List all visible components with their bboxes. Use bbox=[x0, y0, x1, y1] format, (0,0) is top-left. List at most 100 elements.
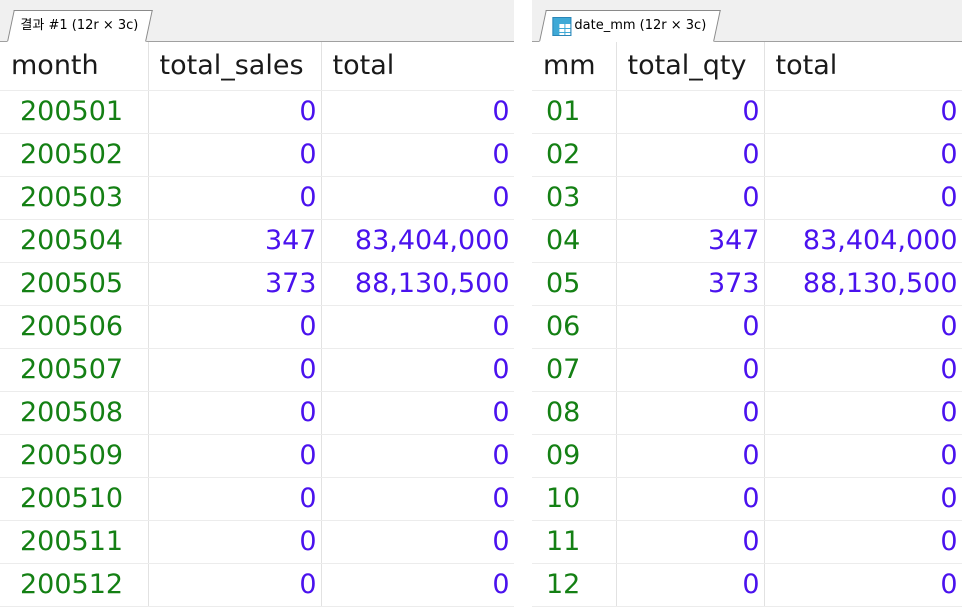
value-cell[interactable]: 0 bbox=[148, 520, 322, 564]
key-cell[interactable]: 200507 bbox=[0, 348, 149, 392]
value-cell[interactable]: 0 bbox=[764, 90, 962, 134]
table-row[interactable]: 200510 0 0 bbox=[0, 477, 514, 521]
key-cell[interactable]: 10 bbox=[532, 477, 617, 521]
value-cell[interactable]: 0 bbox=[321, 176, 514, 220]
value-cell[interactable]: 0 bbox=[764, 477, 962, 521]
key-cell[interactable]: 05 bbox=[532, 262, 617, 306]
value-cell[interactable]: 0 bbox=[148, 391, 322, 435]
table-row[interactable]: 12 0 0 bbox=[532, 563, 962, 607]
value-cell[interactable]: 0 bbox=[616, 434, 765, 478]
table-row[interactable]: 200509 0 0 bbox=[0, 434, 514, 478]
column-header-total-sales[interactable]: total_sales bbox=[148, 42, 322, 91]
key-cell[interactable]: 12 bbox=[532, 563, 617, 607]
value-cell[interactable]: 0 bbox=[764, 391, 962, 435]
table-row[interactable]: 200508 0 0 bbox=[0, 391, 514, 435]
key-cell[interactable]: 200505 bbox=[0, 262, 149, 306]
table-row[interactable]: 200504 347 83,404,000 bbox=[0, 219, 514, 263]
value-cell[interactable]: 0 bbox=[321, 133, 514, 177]
key-cell[interactable]: 200512 bbox=[0, 563, 149, 607]
value-cell[interactable]: 0 bbox=[764, 348, 962, 392]
value-cell[interactable]: 0 bbox=[321, 348, 514, 392]
key-cell[interactable]: 200502 bbox=[0, 133, 149, 177]
result-grid-1[interactable]: month total_sales total 200501 0 0 200502 0 0… bbox=[0, 42, 514, 607]
value-cell[interactable]: 88,130,500 bbox=[321, 262, 514, 306]
key-cell[interactable]: 01 bbox=[532, 90, 617, 134]
table-row[interactable]: 200507 0 0 bbox=[0, 348, 514, 392]
value-cell[interactable]: 0 bbox=[321, 434, 514, 478]
table-row[interactable]: 200502 0 0 bbox=[0, 133, 514, 177]
table-row[interactable]: 07 0 0 bbox=[532, 348, 962, 392]
value-cell[interactable]: 0 bbox=[148, 434, 322, 478]
table-row[interactable]: 01 0 0 bbox=[532, 90, 962, 134]
value-cell[interactable]: 0 bbox=[148, 305, 322, 349]
value-cell[interactable]: 347 bbox=[616, 219, 765, 263]
key-cell[interactable]: 09 bbox=[532, 434, 617, 478]
value-cell[interactable]: 0 bbox=[148, 176, 322, 220]
key-cell[interactable]: 11 bbox=[532, 520, 617, 564]
key-cell[interactable]: 06 bbox=[532, 305, 617, 349]
table-row[interactable]: 10 0 0 bbox=[532, 477, 962, 521]
column-header-total-qty[interactable]: total_qty bbox=[616, 42, 765, 91]
key-cell[interactable]: 200503 bbox=[0, 176, 149, 220]
value-cell[interactable]: 0 bbox=[764, 434, 962, 478]
key-cell[interactable]: 200504 bbox=[0, 219, 149, 263]
table-row[interactable]: 200506 0 0 bbox=[0, 305, 514, 349]
value-cell[interactable]: 0 bbox=[616, 520, 765, 564]
table-row[interactable]: 200512 0 0 bbox=[0, 563, 514, 607]
value-cell[interactable]: 0 bbox=[764, 176, 962, 220]
table-row[interactable]: 200503 0 0 bbox=[0, 176, 514, 220]
key-cell[interactable]: 200506 bbox=[0, 305, 149, 349]
value-cell[interactable]: 0 bbox=[616, 563, 765, 607]
key-cell[interactable]: 200510 bbox=[0, 477, 149, 521]
result-tab-2[interactable]: date_mm (12r × 3c) bbox=[539, 10, 721, 42]
value-cell[interactable]: 0 bbox=[616, 348, 765, 392]
value-cell[interactable]: 0 bbox=[148, 477, 322, 521]
value-cell[interactable]: 0 bbox=[148, 563, 322, 607]
key-cell[interactable]: 04 bbox=[532, 219, 617, 263]
value-cell[interactable]: 83,404,000 bbox=[764, 219, 962, 263]
table-row[interactable]: 200501 0 0 bbox=[0, 90, 514, 134]
table-row[interactable]: 09 0 0 bbox=[532, 434, 962, 478]
value-cell[interactable]: 0 bbox=[616, 391, 765, 435]
value-cell[interactable]: 0 bbox=[321, 477, 514, 521]
value-cell[interactable]: 0 bbox=[616, 477, 765, 521]
key-cell[interactable]: 03 bbox=[532, 176, 617, 220]
value-cell[interactable]: 0 bbox=[616, 90, 765, 134]
value-cell[interactable]: 0 bbox=[616, 176, 765, 220]
column-header-total[interactable]: total bbox=[321, 42, 514, 91]
value-cell[interactable]: 0 bbox=[616, 305, 765, 349]
table-row[interactable]: 04 347 83,404,000 bbox=[532, 219, 962, 263]
table-row[interactable]: 08 0 0 bbox=[532, 391, 962, 435]
value-cell[interactable]: 373 bbox=[148, 262, 322, 306]
column-header-mm[interactable]: mm bbox=[532, 42, 617, 91]
key-cell[interactable]: 08 bbox=[532, 391, 617, 435]
value-cell[interactable]: 0 bbox=[148, 133, 322, 177]
column-header-total[interactable]: total bbox=[764, 42, 962, 91]
value-cell[interactable]: 0 bbox=[764, 305, 962, 349]
value-cell[interactable]: 0 bbox=[321, 90, 514, 134]
table-row[interactable]: 200511 0 0 bbox=[0, 520, 514, 564]
value-cell[interactable]: 0 bbox=[321, 305, 514, 349]
value-cell[interactable]: 347 bbox=[148, 219, 322, 263]
result-grid-2[interactable]: mm total_qty total 01 0 0 02 0 0 03 0 0 04 347 83,4… bbox=[532, 42, 962, 607]
key-cell[interactable]: 07 bbox=[532, 348, 617, 392]
key-cell[interactable]: 200508 bbox=[0, 391, 149, 435]
value-cell[interactable]: 0 bbox=[764, 520, 962, 564]
key-cell[interactable]: 200509 bbox=[0, 434, 149, 478]
value-cell[interactable]: 373 bbox=[616, 262, 765, 306]
value-cell[interactable]: 0 bbox=[764, 133, 962, 177]
value-cell[interactable]: 0 bbox=[148, 348, 322, 392]
value-cell[interactable]: 0 bbox=[616, 133, 765, 177]
value-cell[interactable]: 0 bbox=[321, 520, 514, 564]
value-cell[interactable]: 0 bbox=[321, 563, 514, 607]
table-row[interactable]: 06 0 0 bbox=[532, 305, 962, 349]
column-header-month[interactable]: month bbox=[0, 42, 149, 91]
value-cell[interactable]: 0 bbox=[764, 563, 962, 607]
key-cell[interactable]: 200501 bbox=[0, 90, 149, 134]
table-row[interactable]: 02 0 0 bbox=[532, 133, 962, 177]
value-cell[interactable]: 0 bbox=[148, 90, 322, 134]
result-tab-1[interactable]: 결과 #1 (12r × 3c) bbox=[7, 10, 153, 42]
value-cell[interactable]: 0 bbox=[321, 391, 514, 435]
table-row[interactable]: 03 0 0 bbox=[532, 176, 962, 220]
value-cell[interactable]: 83,404,000 bbox=[321, 219, 514, 263]
